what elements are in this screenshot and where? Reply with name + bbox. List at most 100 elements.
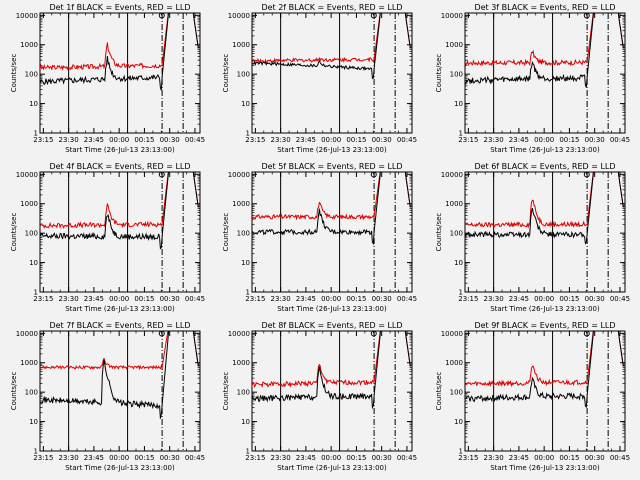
- y-axis-label: Counts/sec: [10, 372, 18, 411]
- plot-frame: [251, 12, 413, 134]
- chart-title: Det 4f BLACK = Events, RED = LLD: [49, 162, 190, 171]
- y-tick-label: 100: [25, 71, 38, 79]
- x-tick-label: 00:00: [534, 454, 554, 462]
- plot-frame: [251, 330, 413, 452]
- y-axis-label: Counts/sec: [435, 54, 443, 93]
- y-tick-label: 100: [237, 71, 250, 79]
- chart-panel-8: Det 8f BLACK = Events, RED = LLD 1 10 100 10…: [222, 321, 417, 472]
- series-group: [465, 172, 624, 245]
- x-axis-label: Start Time (26-Jul-13 23:13:00): [65, 146, 175, 154]
- x-tick-label: 23:15: [245, 136, 265, 144]
- x-tick-label: 23:15: [458, 136, 478, 144]
- x-tick-label: 00:30: [160, 295, 180, 303]
- plot-frame: [464, 330, 626, 452]
- marker-circle: [158, 171, 165, 178]
- y-tick-label: 1000: [445, 359, 463, 367]
- x-tick-label: 00:30: [372, 295, 392, 303]
- x-tick-label: 23:15: [33, 136, 53, 144]
- chart-panel-7: Det 7f BLACK = Events, RED = LLD 1 10 100 10…: [10, 321, 205, 472]
- x-tick-label: 00:15: [346, 136, 366, 144]
- y-axis-label: Counts/sec: [222, 54, 230, 93]
- y-tick-label: 100: [25, 389, 38, 397]
- y-axis-label: Counts/sec: [10, 54, 18, 93]
- y-tick-label: 10: [454, 259, 463, 267]
- y-tick-label: 1: [246, 289, 250, 297]
- chart-title: Det 8f BLACK = Events, RED = LLD: [261, 321, 402, 330]
- series-events: [252, 172, 411, 246]
- x-tick-label: 00:45: [397, 295, 417, 303]
- x-tick-label: 23:15: [33, 454, 53, 462]
- x-tick-label: 23:30: [484, 454, 504, 462]
- x-tick-label: 00:15: [134, 295, 154, 303]
- x-tick-label: 23:45: [296, 295, 316, 303]
- x-tick-label: 23:15: [458, 454, 478, 462]
- x-tick-label: 00:30: [585, 136, 605, 144]
- series-group: [40, 331, 199, 419]
- x-tick-label: 23:15: [245, 454, 265, 462]
- x-tick-label: 00:30: [585, 295, 605, 303]
- x-tick-label: 00:00: [321, 295, 341, 303]
- y-tick-label: 10000: [441, 330, 463, 338]
- x-tick-label: 00:30: [372, 454, 392, 462]
- x-tick-label: 23:45: [84, 295, 104, 303]
- x-tick-label: 23:45: [296, 454, 316, 462]
- x-tick-label: 00:00: [109, 295, 129, 303]
- x-axis-label: Start Time (26-Jul-13 23:13:00): [65, 305, 175, 313]
- series-lld: [252, 172, 411, 221]
- plot-frame: [464, 171, 626, 293]
- y-tick-label: 10: [454, 418, 463, 426]
- y-tick-label: 1000: [20, 359, 38, 367]
- series-lld: [252, 331, 411, 389]
- x-tick-label: 00:30: [372, 136, 392, 144]
- series-group: [252, 331, 411, 410]
- y-tick-label: 1000: [232, 200, 250, 208]
- series-events: [252, 13, 411, 80]
- y-tick-label: 1: [459, 448, 463, 456]
- chart-panel-4: Det 4f BLACK = Events, RED = LLD 1 10 100 10…: [10, 162, 205, 313]
- x-tick-label: 23:30: [484, 136, 504, 144]
- marker-circle: [370, 171, 377, 178]
- plot-frame: [251, 171, 413, 293]
- x-tick-label: 00:15: [134, 136, 154, 144]
- x-tick-label: 23:45: [84, 136, 104, 144]
- marker-circle: [583, 12, 590, 19]
- x-tick-label: 23:15: [458, 295, 478, 303]
- y-tick-label: 100: [450, 71, 463, 79]
- x-tick-label: 00:15: [134, 454, 154, 462]
- y-tick-label: 10: [29, 418, 38, 426]
- x-tick-label: 00:15: [346, 454, 366, 462]
- x-tick-label: 00:30: [160, 136, 180, 144]
- chart-title: Det 9f BLACK = Events, RED = LLD: [474, 321, 615, 330]
- y-tick-label: 10000: [16, 12, 38, 20]
- x-axis-label: Start Time (26-Jul-13 23:13:00): [65, 464, 175, 472]
- x-tick-label: 00:45: [397, 136, 417, 144]
- y-tick-label: 1000: [232, 41, 250, 49]
- y-tick-label: 100: [237, 230, 250, 238]
- x-tick-label: 00:15: [559, 136, 579, 144]
- marker-circle: [583, 330, 590, 337]
- marker-circle: [583, 171, 590, 178]
- x-tick-label: 00:15: [559, 454, 579, 462]
- plot-frame: [464, 12, 626, 134]
- chart-title: Det 1f BLACK = Events, RED = LLD: [49, 3, 190, 12]
- series-events: [40, 172, 199, 250]
- x-tick-label: 23:15: [245, 295, 265, 303]
- x-tick-label: 23:45: [509, 295, 529, 303]
- y-tick-label: 10000: [441, 171, 463, 179]
- chart-title: Det 7f BLACK = Events, RED = LLD: [49, 321, 190, 330]
- x-tick-label: 23:45: [84, 454, 104, 462]
- x-tick-label: 23:30: [484, 295, 504, 303]
- y-axis-label: Counts/sec: [435, 372, 443, 411]
- series-events: [465, 331, 624, 409]
- x-tick-label: 00:45: [185, 454, 205, 462]
- marker-circle: [158, 330, 165, 337]
- series-group: [40, 172, 199, 250]
- y-tick-label: 10: [241, 418, 250, 426]
- y-tick-label: 10000: [228, 171, 250, 179]
- x-axis-label: Start Time (26-Jul-13 23:13:00): [490, 464, 600, 472]
- marker-circle: [370, 12, 377, 19]
- x-axis-label: Start Time (26-Jul-13 23:13:00): [490, 305, 600, 313]
- series-lld: [465, 331, 624, 388]
- y-tick-label: 1000: [445, 200, 463, 208]
- series-lld: [40, 172, 199, 230]
